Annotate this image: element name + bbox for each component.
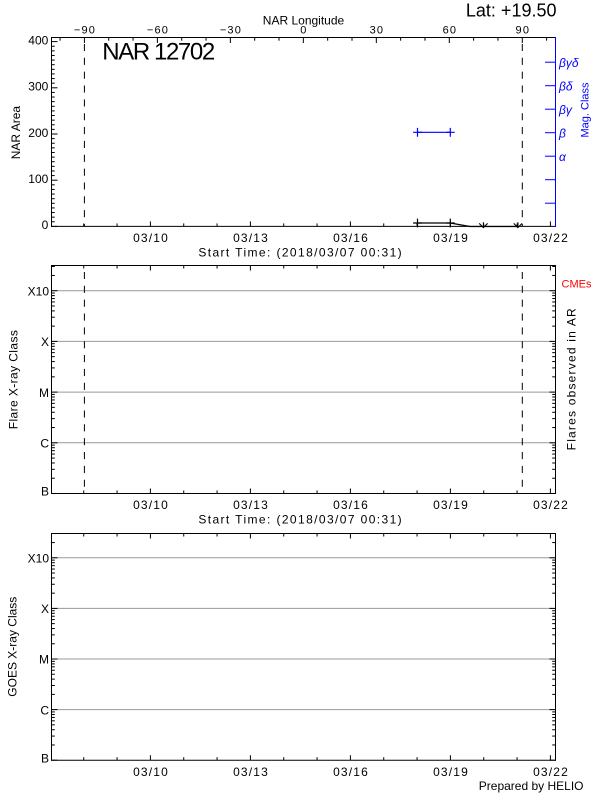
svg-text:M: M (39, 653, 49, 667)
svg-text:B: B (41, 485, 49, 499)
svg-text:Mag. Class: Mag. Class (580, 82, 592, 138)
svg-text:03/10: 03/10 (133, 231, 169, 245)
svg-text:03/22: 03/22 (533, 231, 569, 245)
svg-text:GOES X-ray Class: GOES X-ray Class (6, 597, 20, 697)
svg-text:Flares observed in AR: Flares observed in AR (565, 307, 579, 450)
svg-text:NAR Area: NAR Area (9, 106, 23, 160)
svg-text:0: 0 (300, 24, 307, 36)
svg-text:βγ: βγ (558, 103, 573, 117)
svg-text:200: 200 (28, 126, 48, 140)
svg-text:03/19: 03/19 (433, 231, 469, 245)
svg-text:30: 30 (370, 24, 385, 36)
svg-text:Prepared by HELIO: Prepared by HELIO (479, 779, 584, 793)
svg-text:−60: −60 (147, 24, 169, 36)
svg-text:X: X (41, 335, 49, 349)
svg-text:X10: X10 (28, 284, 50, 298)
svg-text:300: 300 (28, 80, 48, 94)
svg-text:100: 100 (28, 172, 48, 186)
svg-text:α: α (559, 150, 567, 164)
svg-text:90: 90 (516, 24, 531, 36)
svg-text:C: C (40, 703, 49, 717)
svg-text:Flare X-ray Class: Flare X-ray Class (7, 330, 21, 429)
svg-text:03/19: 03/19 (433, 765, 469, 779)
svg-text:−30: −30 (220, 24, 242, 36)
svg-text:M: M (39, 386, 49, 400)
svg-text:B: B (41, 751, 49, 765)
svg-text:03/16: 03/16 (333, 765, 369, 779)
svg-text:60: 60 (443, 24, 458, 36)
svg-text:03/10: 03/10 (133, 498, 169, 512)
svg-text:CMEs: CMEs (562, 279, 592, 291)
svg-text:0: 0 (42, 218, 49, 232)
svg-text:03/13: 03/13 (233, 765, 269, 779)
svg-text:NAR 12702: NAR 12702 (102, 39, 215, 66)
svg-text:Start Time: (2018/03/07 00:31): Start Time: (2018/03/07 00:31) (198, 246, 403, 260)
svg-text:03/10: 03/10 (133, 765, 169, 779)
svg-text:Start Time: (2018/03/07 00:31): Start Time: (2018/03/07 00:31) (198, 513, 403, 527)
svg-text:βγδ: βγδ (558, 56, 579, 70)
svg-text:400: 400 (28, 33, 48, 47)
svg-text:X10: X10 (28, 552, 50, 566)
svg-text:03/16: 03/16 (333, 231, 369, 245)
svg-text:β: β (558, 126, 566, 140)
svg-text:03/22: 03/22 (533, 765, 569, 779)
svg-text:03/19: 03/19 (433, 498, 469, 512)
svg-text:Lat: +19.50: Lat: +19.50 (466, 1, 557, 21)
svg-text:03/22: 03/22 (533, 498, 569, 512)
svg-text:C: C (40, 437, 49, 451)
svg-text:−90: −90 (74, 24, 96, 36)
svg-text:03/13: 03/13 (233, 498, 269, 512)
svg-text:03/16: 03/16 (333, 498, 369, 512)
svg-text:X: X (41, 602, 49, 616)
svg-text:NAR Longitude: NAR Longitude (263, 13, 345, 27)
svg-text:03/13: 03/13 (233, 231, 269, 245)
svg-text:βδ: βδ (558, 79, 573, 93)
